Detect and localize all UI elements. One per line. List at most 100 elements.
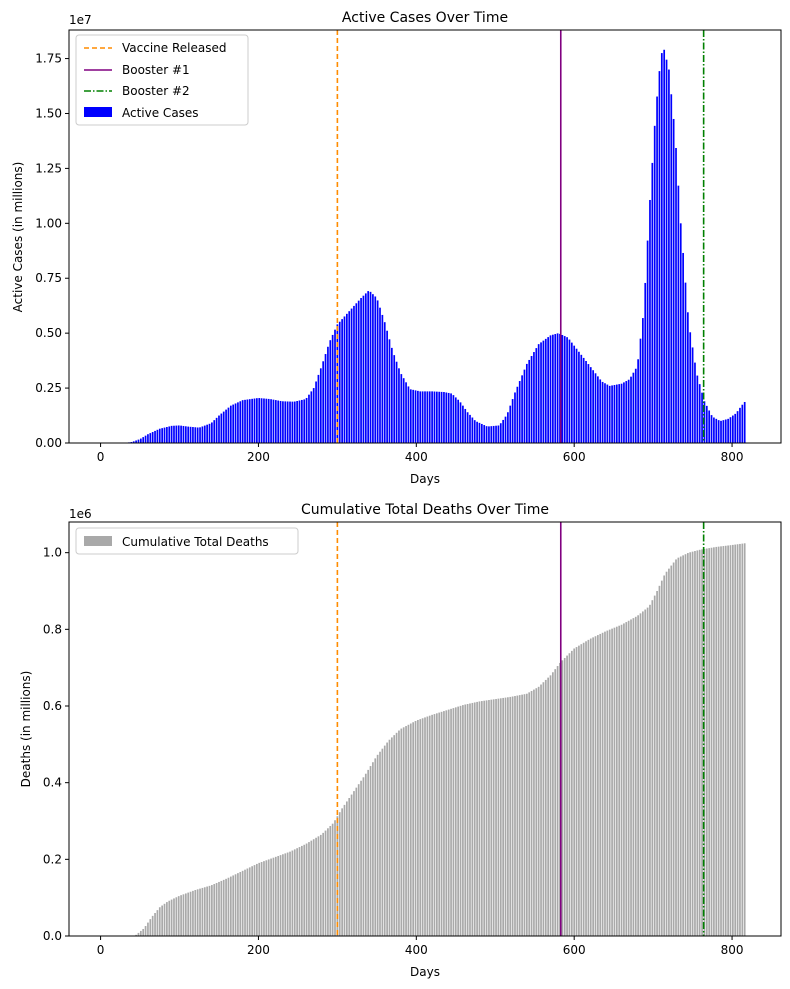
y-scale-label: 1e6 bbox=[69, 507, 92, 521]
bar bbox=[435, 713, 438, 936]
bar bbox=[315, 381, 317, 443]
bar bbox=[684, 554, 687, 936]
bar bbox=[623, 382, 625, 443]
bar bbox=[502, 419, 504, 443]
bar bbox=[189, 426, 192, 443]
bar bbox=[497, 698, 500, 936]
bar bbox=[310, 391, 313, 444]
bar bbox=[166, 902, 168, 936]
bar bbox=[379, 751, 381, 936]
bar bbox=[213, 884, 216, 936]
bar bbox=[679, 556, 682, 936]
bar bbox=[258, 862, 261, 936]
bar bbox=[658, 71, 661, 444]
bar bbox=[450, 708, 452, 936]
bar bbox=[715, 546, 718, 936]
bar bbox=[679, 223, 682, 443]
bar bbox=[260, 862, 263, 936]
y-tick-label: 0.2 bbox=[43, 852, 62, 866]
bar bbox=[296, 401, 298, 443]
bar bbox=[497, 425, 500, 443]
bar bbox=[724, 545, 727, 936]
bar bbox=[196, 427, 199, 443]
bar bbox=[549, 335, 552, 443]
bar bbox=[298, 400, 301, 443]
bar bbox=[701, 392, 703, 443]
bar bbox=[353, 305, 355, 443]
bar bbox=[656, 96, 658, 443]
y-tick-label: 0.8 bbox=[43, 622, 62, 636]
bar bbox=[137, 439, 140, 443]
bar bbox=[132, 441, 135, 443]
vline-group bbox=[336, 30, 705, 443]
bar bbox=[511, 399, 514, 443]
legend-label-vaccine-released: Vaccine Released bbox=[122, 41, 226, 55]
bar bbox=[417, 719, 419, 936]
bar bbox=[698, 549, 701, 936]
bar bbox=[147, 922, 149, 936]
bar bbox=[324, 830, 327, 936]
bar bbox=[608, 385, 611, 443]
bar bbox=[630, 376, 632, 443]
y-tick-label: 0.6 bbox=[43, 699, 62, 713]
bar bbox=[421, 718, 424, 936]
bar bbox=[739, 407, 741, 443]
bar bbox=[251, 398, 253, 443]
bar bbox=[646, 607, 649, 936]
bar bbox=[267, 859, 270, 936]
bar bbox=[139, 930, 142, 936]
bar bbox=[521, 375, 523, 443]
bar bbox=[613, 627, 616, 936]
bar bbox=[156, 429, 159, 443]
bar bbox=[139, 438, 142, 443]
bar bbox=[343, 316, 346, 443]
bar bbox=[215, 882, 218, 936]
vline-group bbox=[336, 522, 705, 936]
bar bbox=[338, 321, 341, 443]
legend-box bbox=[75, 527, 299, 555]
bar bbox=[424, 717, 426, 936]
bar bbox=[135, 440, 137, 443]
bar bbox=[552, 672, 554, 936]
bar bbox=[364, 293, 367, 443]
bar bbox=[215, 417, 218, 443]
bar bbox=[327, 828, 329, 936]
bar bbox=[180, 425, 182, 443]
bar bbox=[381, 748, 384, 936]
bar bbox=[220, 880, 223, 936]
x-axis-ticks: 0 200 400 600 800 bbox=[97, 936, 744, 957]
bar bbox=[637, 615, 639, 936]
bar bbox=[585, 360, 587, 443]
bar bbox=[426, 391, 429, 444]
bar bbox=[530, 690, 533, 936]
bar bbox=[149, 433, 152, 443]
bar bbox=[350, 794, 353, 936]
bar bbox=[334, 820, 336, 936]
bar bbox=[256, 398, 258, 443]
bar bbox=[376, 300, 379, 443]
bar bbox=[514, 392, 516, 443]
y-tick-label: 0.50 bbox=[35, 326, 62, 340]
bar bbox=[649, 604, 651, 936]
bar bbox=[447, 392, 450, 443]
bar bbox=[623, 623, 625, 936]
y-tick-label: 1.50 bbox=[35, 106, 62, 120]
y-tick-label: 0.0 bbox=[43, 929, 62, 943]
x-axis-label: Days bbox=[410, 965, 440, 979]
bar bbox=[743, 543, 746, 936]
bar bbox=[319, 834, 322, 936]
bar bbox=[390, 347, 393, 443]
bar bbox=[582, 642, 585, 936]
bar bbox=[203, 887, 206, 936]
bar bbox=[400, 728, 403, 936]
bar bbox=[675, 148, 677, 443]
bar bbox=[528, 692, 531, 936]
bar bbox=[248, 867, 251, 936]
bar bbox=[734, 413, 737, 443]
bar bbox=[589, 367, 592, 443]
bar bbox=[419, 719, 422, 936]
bar bbox=[211, 422, 213, 443]
bar bbox=[282, 401, 284, 443]
bar bbox=[457, 706, 460, 936]
bar bbox=[478, 701, 481, 936]
